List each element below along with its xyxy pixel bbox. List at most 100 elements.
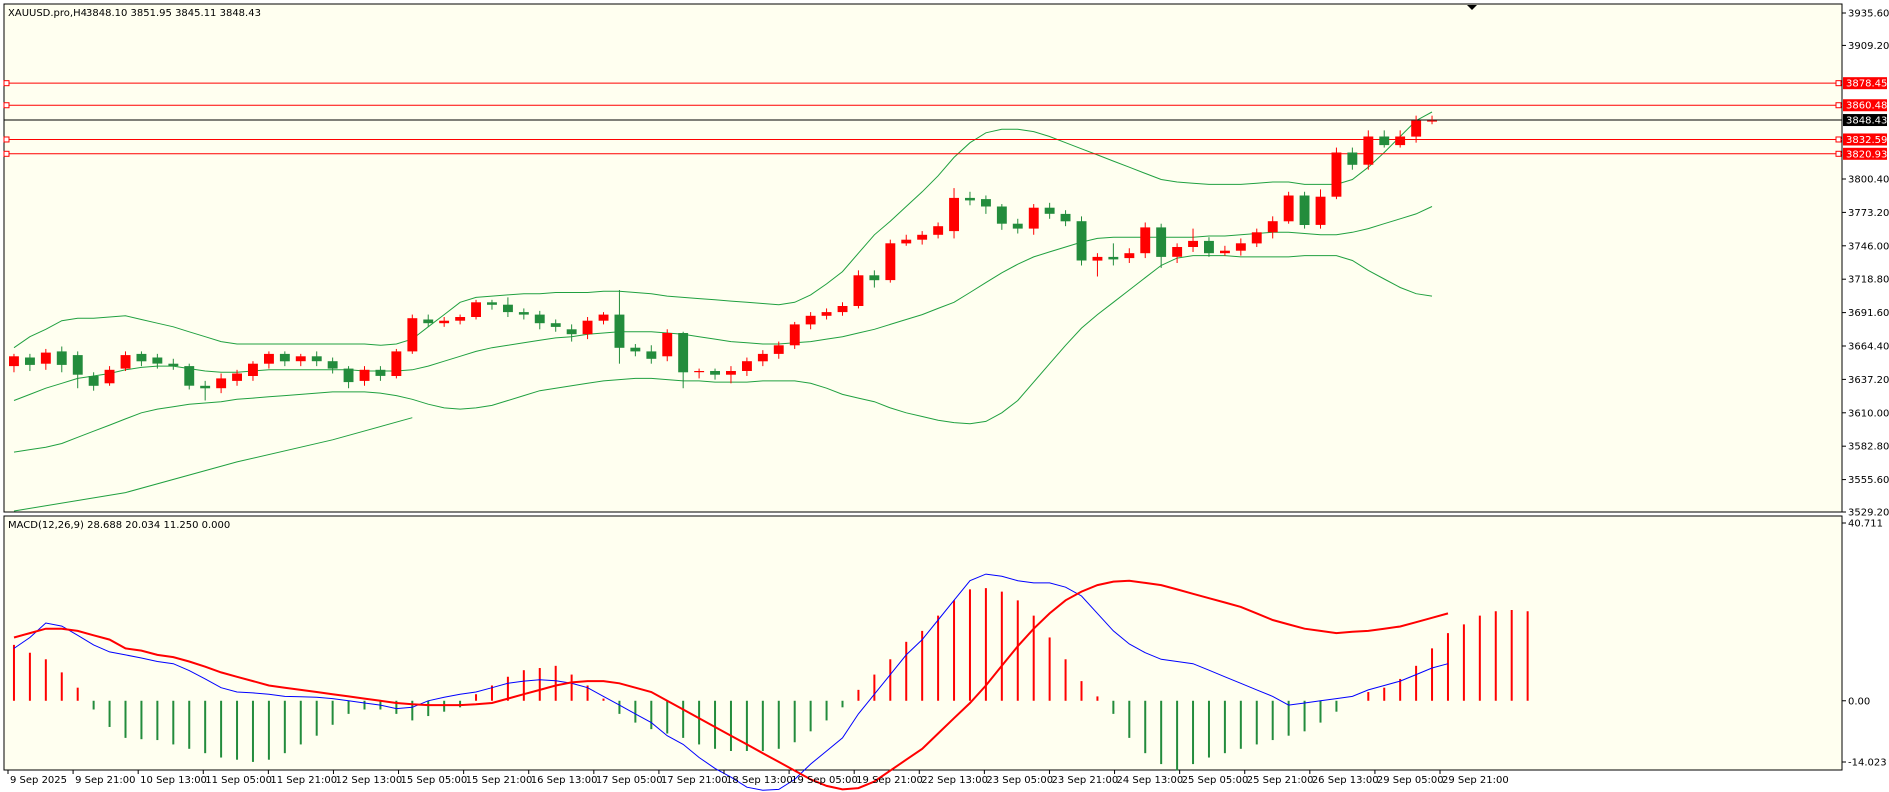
candle-body — [710, 371, 720, 375]
candle-body — [359, 369, 370, 381]
candle-body — [200, 385, 211, 389]
candle-body — [1092, 256, 1103, 261]
candle-body — [184, 366, 195, 386]
candle-body — [869, 275, 880, 281]
hline-anchor-left-1 — [3, 102, 10, 109]
price-tick-label: 3529.20 — [1848, 508, 1889, 519]
candle-body — [136, 353, 147, 362]
hline-anchor-right-2 — [1835, 136, 1842, 143]
price-tick-label: 3637.20 — [1848, 375, 1889, 386]
candle-body — [1363, 136, 1374, 165]
candle-body — [694, 371, 705, 373]
candle-body — [248, 363, 258, 376]
hline-anchor-left-3 — [3, 150, 10, 157]
candle-body — [1299, 195, 1310, 225]
candle-body — [726, 371, 736, 375]
hline-anchor-right-3 — [1835, 150, 1842, 157]
time-tick-label: 29 Sep 05:00 — [1377, 775, 1444, 786]
candle-body — [805, 315, 816, 325]
candle-body — [503, 304, 513, 313]
current-price-label: 3848.43 — [1846, 116, 1887, 127]
candle-body — [1347, 152, 1358, 165]
candle-body — [837, 306, 848, 313]
time-tick-label: 15 Sep 05:00 — [401, 775, 468, 786]
horizontal-lines[interactable] — [3, 80, 1842, 157]
candle-body — [757, 353, 768, 362]
candle-body — [1331, 152, 1342, 197]
hline-anchor-right-0 — [1835, 80, 1842, 87]
time-tick-label: 9 Sep 21:00 — [75, 775, 135, 786]
candle-body — [439, 320, 450, 324]
candle-body — [996, 206, 1007, 224]
candle-body — [1188, 240, 1198, 247]
candle-body — [1044, 207, 1055, 214]
time-tick-label: 17 Sep 21:00 — [661, 775, 728, 786]
candle-body — [1124, 253, 1135, 259]
candle-body — [1395, 136, 1406, 146]
candle-body — [678, 333, 689, 373]
candle-body — [885, 243, 896, 281]
candle-body — [534, 314, 545, 324]
candle-body — [949, 197, 959, 232]
candle-body — [168, 363, 179, 367]
time-tick-label: 18 Sep 13:00 — [726, 775, 793, 786]
candle-body — [25, 357, 35, 365]
candle-body — [789, 324, 800, 346]
time-tick-label: 11 Sep 05:00 — [205, 775, 272, 786]
time-tick-label: 19 Sep 21:00 — [856, 775, 923, 786]
macd-tick-label: 0.00 — [1848, 696, 1870, 707]
time-tick-label: 29 Sep 21:00 — [1442, 775, 1509, 786]
candle-body — [965, 197, 975, 201]
candle-body — [88, 376, 99, 386]
candle-body — [1427, 120, 1437, 122]
candle-body — [773, 345, 784, 354]
candle-body — [630, 347, 641, 352]
candle-body — [423, 319, 434, 324]
candle-body — [582, 320, 593, 335]
candle-body — [375, 369, 386, 376]
candle-body — [104, 369, 115, 384]
price-tick-label: 3718.80 — [1848, 275, 1889, 286]
candle-body — [295, 356, 306, 362]
macd-line — [13, 573, 1449, 791]
time-tick-label: 9 Sep 2025 — [10, 775, 67, 786]
hline-price-label: 3860.48 — [1846, 101, 1887, 112]
candle-body — [981, 199, 991, 207]
candle-body — [1235, 243, 1246, 251]
symbol-label: XAUUSD.pro,H4 — [8, 8, 87, 19]
current-price-tag — [1843, 114, 1887, 127]
candle-body — [56, 351, 67, 365]
price-tick-label: 3935.60 — [1848, 9, 1889, 20]
price-tick-label: 3909.20 — [1848, 41, 1889, 52]
hline-price-tag — [1843, 147, 1887, 160]
candle-body — [343, 368, 354, 383]
candle-body — [40, 352, 51, 364]
candle-body — [232, 373, 242, 381]
candle-body — [327, 361, 338, 369]
candle-body — [1220, 250, 1230, 254]
candle-body — [550, 323, 561, 327]
candle-body — [1156, 227, 1167, 257]
hline-anchor-left-2 — [3, 136, 10, 143]
candle-body — [152, 357, 163, 364]
candle-body — [1172, 247, 1183, 257]
candle-body — [1411, 120, 1422, 137]
candle-body — [487, 302, 497, 305]
time-tick-label: 22 Sep 13:00 — [921, 775, 988, 786]
candle-body — [1267, 221, 1278, 233]
upper-band-line — [13, 111, 1433, 349]
candle-body — [9, 356, 19, 367]
price-tick-label: 3555.60 — [1848, 475, 1889, 486]
lower-band-line — [13, 255, 1433, 453]
macd-tick-label: -14.023 — [1848, 758, 1887, 769]
candle-body — [917, 234, 928, 240]
time-tick-label: 12 Sep 13:00 — [335, 775, 402, 786]
candle-body — [821, 312, 832, 316]
macd-label: MACD(12,26,9) 28.688 20.034 11.250 0.000 — [8, 520, 230, 531]
period-separator-marker[interactable] — [1467, 5, 1477, 10]
ohlc-label: 3848.10 3851.95 3845.11 3848.43 — [86, 8, 261, 19]
hline-price-label: 3878.45 — [1846, 79, 1887, 90]
candle-body — [264, 353, 274, 364]
